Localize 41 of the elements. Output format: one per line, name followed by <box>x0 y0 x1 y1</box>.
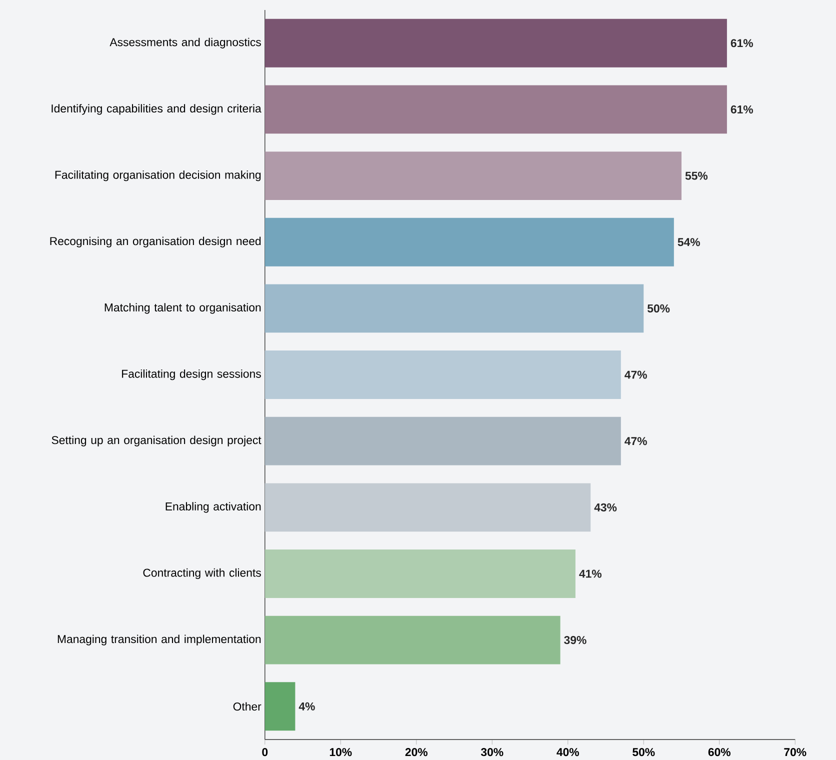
bar <box>264 284 644 332</box>
data-label: 61% <box>730 38 754 47</box>
data-label: 43% <box>594 503 617 512</box>
bar <box>264 350 621 399</box>
data-label: 47% <box>624 436 647 445</box>
bar <box>264 18 727 68</box>
data-label: 39% <box>564 636 586 644</box>
x-tick-label: 50% <box>632 748 655 756</box>
y-tick-label: Assessments and diagnostics <box>110 38 261 48</box>
bar <box>264 218 674 266</box>
y-tick-label: Recognising an organisation design need <box>50 236 261 248</box>
y-tick-label: Identifying capabilities and design criteria <box>52 104 262 115</box>
x-tick-label: 70% <box>784 748 806 756</box>
data-label: 55% <box>685 172 708 180</box>
data-label: 47% <box>624 370 647 379</box>
y-tick-label: Facilitating design sessions <box>122 369 261 380</box>
x-tick-label: 0 <box>262 748 268 756</box>
x-tick-label: 20% <box>405 748 428 756</box>
y-tick-label: Contracting with clients <box>143 568 261 579</box>
x-tick-label: 40% <box>556 748 579 756</box>
data-label: 50% <box>648 304 670 312</box>
data-label: 54% <box>678 238 700 246</box>
y-tick-label: Matching talent to organisation <box>104 302 261 314</box>
x-tick-label: 60% <box>708 748 730 756</box>
x-tick-label: 30% <box>480 748 504 756</box>
data-label: 41% <box>579 569 602 578</box>
bar <box>264 682 296 730</box>
bar <box>264 85 727 134</box>
bar <box>264 416 621 466</box>
bar <box>264 482 591 532</box>
bar <box>264 616 560 664</box>
y-tick-label: Other <box>233 702 262 710</box>
y-tick-label: Facilitating organisation decision making <box>55 170 261 181</box>
y-tick-label: Setting up an organisation design project <box>52 436 262 446</box>
data-label: 61% <box>730 105 754 114</box>
y-tick-label: Managing transition and implementation <box>58 634 261 646</box>
bar <box>264 151 682 200</box>
data-label: 4% <box>298 702 315 710</box>
bar <box>264 549 576 598</box>
x-tick-label: 10% <box>330 748 352 756</box>
y-tick-label: Enabling activation <box>166 502 261 512</box>
